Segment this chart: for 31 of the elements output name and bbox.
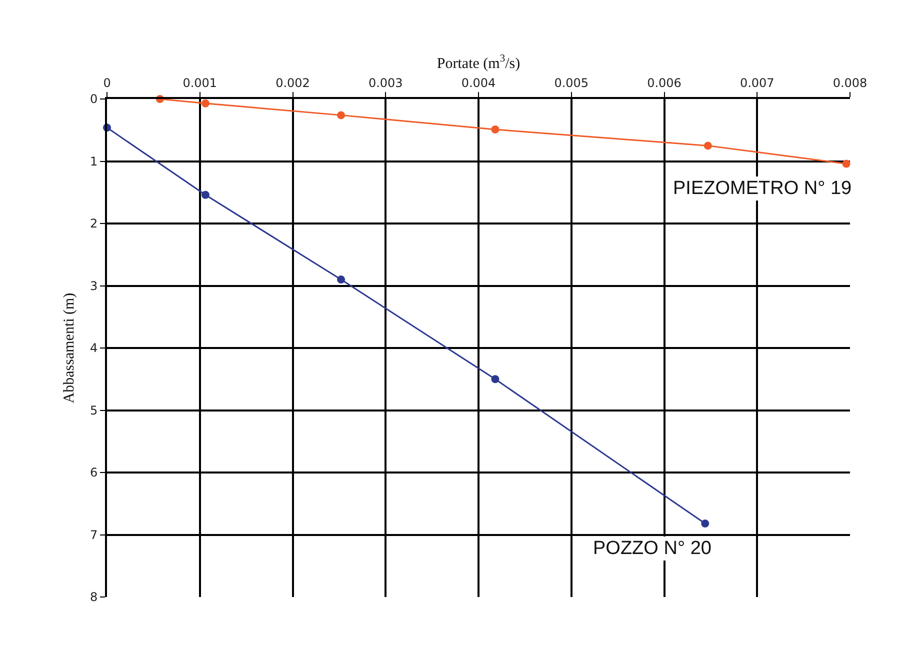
point: [337, 111, 346, 120]
x-tick-label: 0.008: [832, 76, 868, 90]
series-label: PIEZOMETRO N° 19: [673, 178, 852, 199]
x-tick-label: 0.005: [554, 76, 589, 90]
y-tick-label: 6: [90, 466, 98, 480]
x-tick-label: 0.002: [276, 76, 310, 90]
x-tick-label: 0.007: [740, 76, 774, 90]
x-tick-label: 0: [103, 76, 111, 90]
y-tick-label: 0: [90, 92, 98, 106]
y-tick-label: 1: [90, 154, 98, 168]
point: [491, 126, 500, 134]
y-tick-label: 8: [90, 590, 98, 604]
point: [201, 99, 210, 108]
x-tick-label: 0.003: [368, 76, 403, 90]
x-tick-label: 0.001: [182, 76, 218, 90]
series-label: POZZO N° 20: [593, 538, 712, 559]
point: [491, 375, 500, 384]
point: [701, 520, 710, 528]
y-tick-label: 7: [90, 528, 98, 542]
x-tick-label: 0.006: [647, 76, 682, 90]
y-tick-label: 5: [90, 403, 98, 418]
y-tick-label: 2: [90, 216, 98, 231]
y-axis-title: Abbassamenti (m): [62, 292, 78, 404]
point: [201, 190, 210, 199]
y-tick-label: 3: [90, 278, 98, 293]
y-tick-label: 4: [90, 341, 98, 356]
point: [842, 160, 850, 168]
x-tick-label: 0.004: [461, 76, 496, 90]
x-axis-title: Portate (m$^{3}$/s): [436, 54, 520, 72]
point: [337, 276, 346, 284]
point: [704, 142, 712, 150]
